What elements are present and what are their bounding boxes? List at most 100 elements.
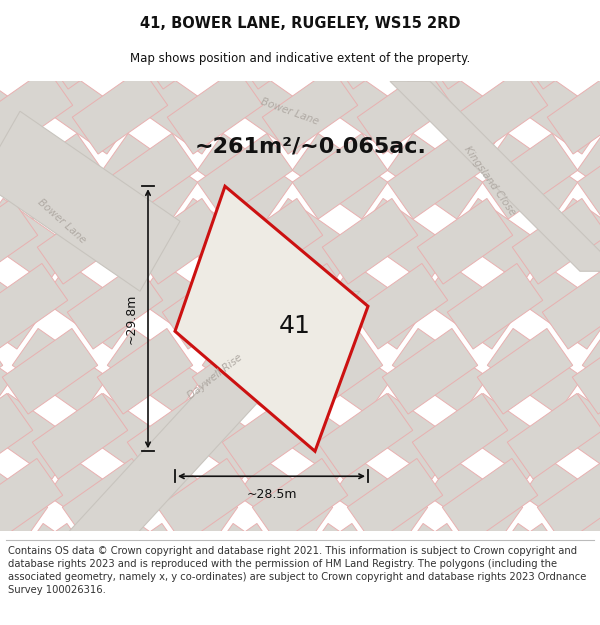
Polygon shape [227,199,323,284]
Polygon shape [517,4,600,89]
Polygon shape [557,589,600,625]
Polygon shape [142,459,238,544]
Polygon shape [107,0,203,24]
Polygon shape [492,524,588,609]
Polygon shape [487,0,583,24]
Polygon shape [2,329,98,414]
Polygon shape [502,589,598,625]
Polygon shape [442,459,538,544]
Polygon shape [202,329,298,414]
Text: Daywell Rise: Daywell Rise [186,352,244,401]
Polygon shape [2,0,98,24]
Polygon shape [422,4,518,89]
Polygon shape [332,459,428,544]
Polygon shape [72,69,168,154]
Polygon shape [37,199,133,284]
Polygon shape [0,459,63,544]
Polygon shape [287,329,383,414]
Polygon shape [175,186,368,451]
Polygon shape [267,394,363,479]
Polygon shape [452,199,548,284]
Polygon shape [187,524,283,609]
Polygon shape [292,134,388,219]
Text: 41: 41 [279,314,311,338]
Polygon shape [37,69,133,154]
Polygon shape [0,134,8,219]
Polygon shape [452,69,548,154]
Polygon shape [0,524,93,609]
Polygon shape [472,524,568,609]
Polygon shape [392,0,488,24]
Polygon shape [127,394,223,479]
Text: Map shows position and indicative extent of the property.: Map shows position and indicative extent… [130,52,470,65]
Polygon shape [547,69,600,154]
Polygon shape [287,0,383,24]
Polygon shape [192,0,288,24]
Polygon shape [457,394,553,479]
Polygon shape [137,264,233,349]
Polygon shape [0,4,43,89]
Polygon shape [0,329,13,414]
Polygon shape [102,134,198,219]
Polygon shape [0,394,78,479]
Polygon shape [0,524,18,609]
Polygon shape [362,394,458,479]
Polygon shape [197,134,293,219]
Polygon shape [512,199,600,284]
Polygon shape [322,199,418,284]
Polygon shape [587,524,600,609]
Polygon shape [597,589,600,625]
Polygon shape [92,524,188,609]
Polygon shape [477,329,573,414]
Polygon shape [352,4,448,89]
Polygon shape [202,0,298,24]
Polygon shape [162,4,258,89]
Polygon shape [42,264,138,349]
Polygon shape [62,459,158,544]
Polygon shape [0,134,8,219]
Polygon shape [0,69,38,154]
Polygon shape [60,291,360,541]
Polygon shape [382,329,478,414]
Polygon shape [222,394,318,479]
Polygon shape [357,69,453,154]
Polygon shape [427,459,523,544]
Polygon shape [257,4,353,89]
Polygon shape [572,0,600,24]
Polygon shape [507,394,600,479]
Polygon shape [537,459,600,544]
Polygon shape [112,524,208,609]
Polygon shape [542,264,600,349]
Text: Bower Lane: Bower Lane [36,197,88,246]
Polygon shape [0,0,13,24]
Polygon shape [7,134,103,219]
Polygon shape [327,4,423,89]
Polygon shape [27,589,123,625]
Polygon shape [522,459,600,544]
Polygon shape [542,4,600,89]
Polygon shape [387,134,483,219]
Polygon shape [102,134,198,219]
Polygon shape [157,459,253,544]
Polygon shape [0,199,38,284]
Polygon shape [447,264,543,349]
Polygon shape [387,134,483,219]
Polygon shape [82,589,178,625]
Polygon shape [382,0,478,24]
Polygon shape [0,264,43,349]
Polygon shape [72,199,168,284]
Polygon shape [292,134,388,219]
Polygon shape [232,264,328,349]
Polygon shape [162,264,258,349]
Polygon shape [582,0,600,24]
Polygon shape [482,134,578,219]
Polygon shape [0,199,73,284]
Text: 41, BOWER LANE, RUGELEY, WS15 2RD: 41, BOWER LANE, RUGELEY, WS15 2RD [140,16,460,31]
Polygon shape [0,589,83,625]
Polygon shape [397,524,493,609]
Polygon shape [552,394,600,479]
Polygon shape [132,199,228,284]
Polygon shape [107,329,203,414]
Text: Bower Lane: Bower Lane [260,96,320,126]
Polygon shape [257,264,353,349]
